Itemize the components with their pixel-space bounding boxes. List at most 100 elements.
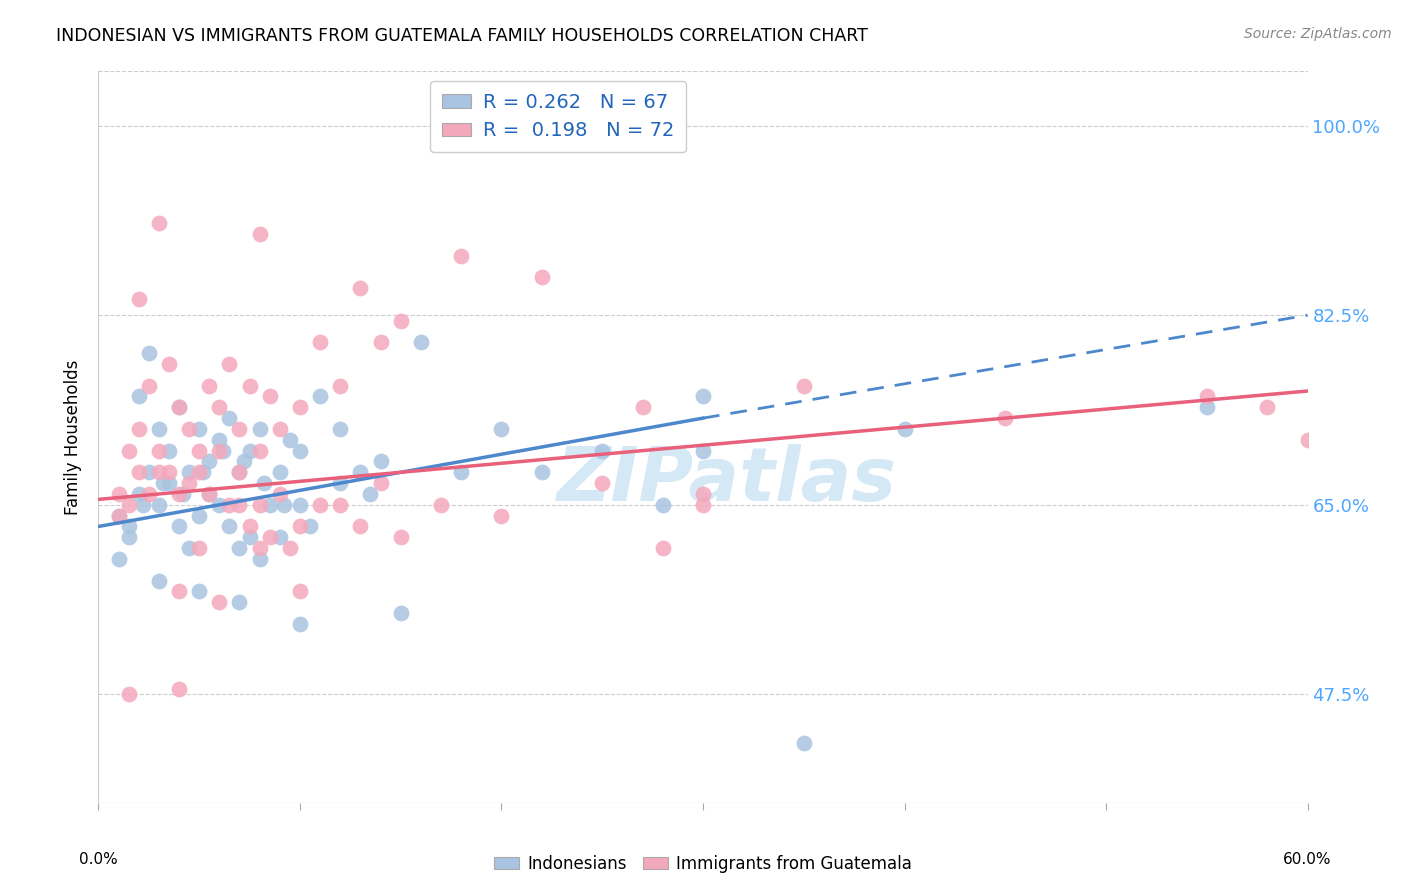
- Point: [530, 270, 553, 285]
- Point: [530, 465, 553, 479]
- Point: [360, 487, 382, 501]
- Point: [208, 443, 231, 458]
- Point: [118, 498, 141, 512]
- Point: [389, 313, 412, 327]
- Point: [591, 476, 613, 491]
- Point: [148, 465, 170, 479]
- Point: [218, 357, 240, 371]
- Point: [128, 465, 150, 479]
- Point: [370, 476, 392, 491]
- Point: [167, 584, 190, 599]
- Point: [288, 498, 311, 512]
- Point: [349, 281, 371, 295]
- Point: [228, 498, 250, 512]
- Point: [253, 476, 276, 491]
- Point: [288, 401, 311, 415]
- Point: [152, 476, 174, 491]
- Point: [218, 411, 240, 425]
- Text: ZIPatlas: ZIPatlas: [557, 444, 897, 517]
- Point: [1195, 389, 1218, 403]
- Point: [118, 530, 141, 544]
- Point: [228, 422, 250, 436]
- Point: [249, 227, 271, 241]
- Point: [239, 443, 262, 458]
- Point: [167, 487, 190, 501]
- Y-axis label: Family Households: Family Households: [65, 359, 83, 515]
- Point: [259, 530, 281, 544]
- Point: [288, 519, 311, 533]
- Point: [288, 443, 311, 458]
- Point: [157, 443, 180, 458]
- Point: [208, 595, 231, 609]
- Point: [157, 476, 180, 491]
- Point: [167, 519, 190, 533]
- Point: [269, 465, 291, 479]
- Point: [370, 335, 392, 350]
- Point: [228, 465, 250, 479]
- Point: [198, 454, 221, 468]
- Point: [167, 401, 190, 415]
- Point: [491, 422, 513, 436]
- Point: [278, 433, 301, 447]
- Point: [232, 454, 254, 468]
- Point: [128, 487, 150, 501]
- Point: [138, 346, 160, 360]
- Point: [278, 541, 301, 556]
- Point: [179, 476, 201, 491]
- Point: [651, 541, 673, 556]
- Point: [273, 498, 295, 512]
- Point: [329, 378, 352, 392]
- Point: [249, 443, 271, 458]
- Point: [157, 465, 180, 479]
- Point: [218, 498, 240, 512]
- Point: [793, 736, 815, 750]
- Point: [188, 508, 211, 523]
- Point: [118, 443, 141, 458]
- Point: [198, 487, 221, 501]
- Point: [692, 487, 714, 501]
- Point: [208, 433, 231, 447]
- Text: INDONESIAN VS IMMIGRANTS FROM GUATEMALA FAMILY HOUSEHOLDS CORRELATION CHART: INDONESIAN VS IMMIGRANTS FROM GUATEMALA …: [56, 27, 868, 45]
- Point: [259, 389, 281, 403]
- Point: [288, 617, 311, 632]
- Point: [107, 508, 129, 523]
- Point: [349, 519, 371, 533]
- Point: [269, 422, 291, 436]
- Point: [692, 389, 714, 403]
- Point: [148, 422, 170, 436]
- Point: [329, 498, 352, 512]
- Point: [218, 519, 240, 533]
- Point: [349, 465, 371, 479]
- Legend: R = 0.262   N = 67, R =  0.198   N = 72: R = 0.262 N = 67, R = 0.198 N = 72: [430, 81, 686, 153]
- Point: [259, 498, 281, 512]
- Point: [167, 681, 190, 696]
- Text: 60.0%: 60.0%: [1284, 852, 1331, 867]
- Point: [107, 487, 129, 501]
- Point: [107, 508, 129, 523]
- Text: 0.0%: 0.0%: [79, 852, 118, 867]
- Point: [188, 422, 211, 436]
- Point: [1256, 401, 1278, 415]
- Point: [370, 454, 392, 468]
- Point: [299, 519, 322, 533]
- Point: [148, 574, 170, 588]
- Point: [118, 519, 141, 533]
- Point: [148, 216, 170, 230]
- Point: [389, 530, 412, 544]
- Point: [138, 378, 160, 392]
- Point: [179, 541, 201, 556]
- Point: [430, 498, 453, 512]
- Point: [128, 422, 150, 436]
- Point: [893, 422, 915, 436]
- Point: [288, 584, 311, 599]
- Point: [228, 541, 250, 556]
- Point: [389, 606, 412, 620]
- Point: [128, 292, 150, 306]
- Point: [793, 378, 815, 392]
- Point: [239, 519, 262, 533]
- Point: [188, 443, 211, 458]
- Point: [208, 498, 231, 512]
- Point: [148, 498, 170, 512]
- Text: Source: ZipAtlas.com: Source: ZipAtlas.com: [1244, 27, 1392, 41]
- Point: [107, 552, 129, 566]
